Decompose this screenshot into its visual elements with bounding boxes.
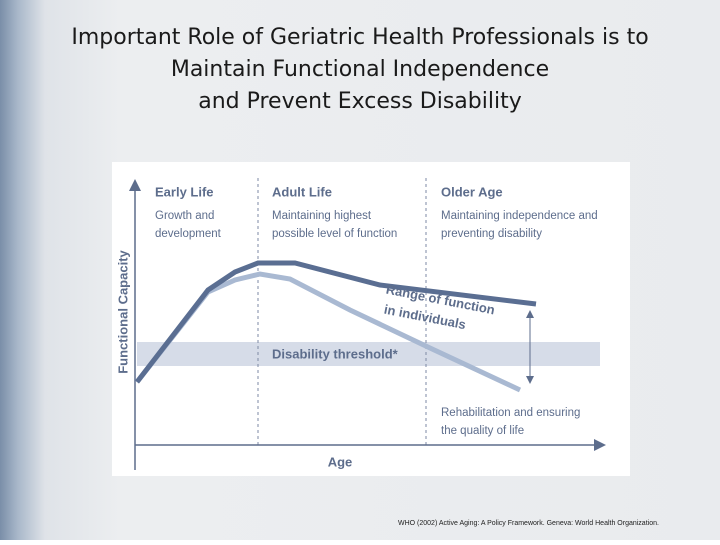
title-line: and Prevent Excess Disability [198,89,522,114]
upper-curve [135,260,537,384]
stage-text: Growth and [155,210,214,222]
stage-text: possible level of function [272,228,397,240]
stage-text: Maintaining independence and [441,210,598,222]
stage-heading: Adult Life [272,184,332,199]
stage-text: development [155,228,222,240]
rehab-label: the quality of life [441,425,524,437]
y-axis-label: Functional Capacity [115,249,130,373]
stage-text: Maintaining highest [272,210,372,222]
stage-heading: Early Life [155,184,214,199]
rehab-label: Rehabilitation and ensuring [441,407,580,419]
threshold-band [137,342,600,366]
stage-heading: Older Age [441,184,503,199]
title-line: Maintain Functional Independence [171,57,549,82]
threshold-label: Disability threshold* [272,346,399,361]
stage-text: preventing disability [441,228,542,240]
citation: WHO (2002) Active Aging: A Policy Framew… [398,520,659,527]
x-axis-label: Age [328,454,353,469]
title-line: Important Role of Geriatric Health Profe… [71,25,648,50]
